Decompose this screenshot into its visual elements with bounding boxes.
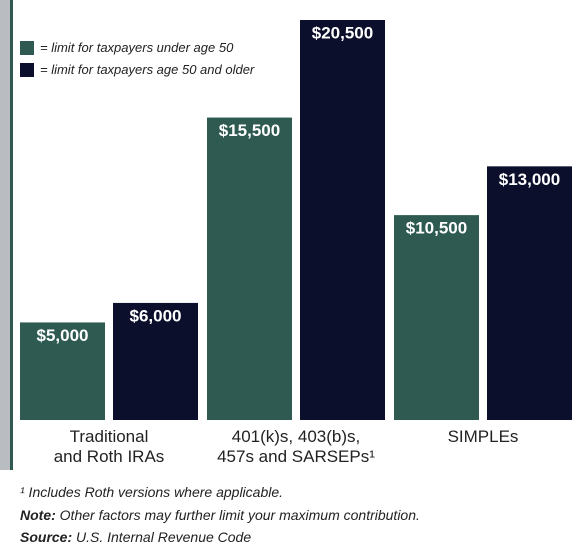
value-label: $5,000: [37, 326, 89, 345]
note-label: Note:: [20, 507, 56, 523]
note: Note: Other factors may further limit yo…: [20, 507, 420, 523]
x-tick-label: Traditional and Roth IRAs: [53, 427, 165, 466]
panel-border: [10, 0, 13, 470]
legend-item: = limit for taxpayers age 50 and older: [20, 62, 254, 77]
legend-label: = limit for taxpayers under age 50: [40, 40, 234, 55]
value-label: $15,500: [219, 121, 280, 140]
footnote: ¹ Includes Roth versions where applicabl…: [20, 484, 284, 500]
bar: [207, 117, 292, 420]
legend-swatch: [20, 40, 34, 55]
source: Source: U.S. Internal Revenue Code: [20, 529, 251, 545]
bar: [487, 166, 572, 420]
legend-swatch: [20, 62, 34, 77]
note-text: Other factors may further limit your max…: [59, 507, 420, 523]
x-tick-label: 401(k)s, 403(b)s, 457s and SARSEPs¹: [217, 427, 375, 466]
x-tick-label: SIMPLEs: [447, 427, 519, 446]
bar: [300, 20, 385, 420]
legend-item: = limit for taxpayers under age 50: [20, 40, 233, 55]
value-label: $13,000: [499, 170, 560, 189]
background-edge: [0, 0, 10, 470]
value-label: $10,500: [406, 219, 467, 238]
bar: [113, 302, 198, 420]
source-label: Source:: [20, 529, 73, 545]
source-text: U.S. Internal Revenue Code: [76, 529, 252, 545]
value-label: $6,000: [130, 306, 182, 325]
legend-label: = limit for taxpayers age 50 and older: [40, 62, 255, 77]
bar: [20, 322, 105, 420]
bar: [394, 215, 479, 420]
value-label: $20,500: [312, 23, 373, 42]
